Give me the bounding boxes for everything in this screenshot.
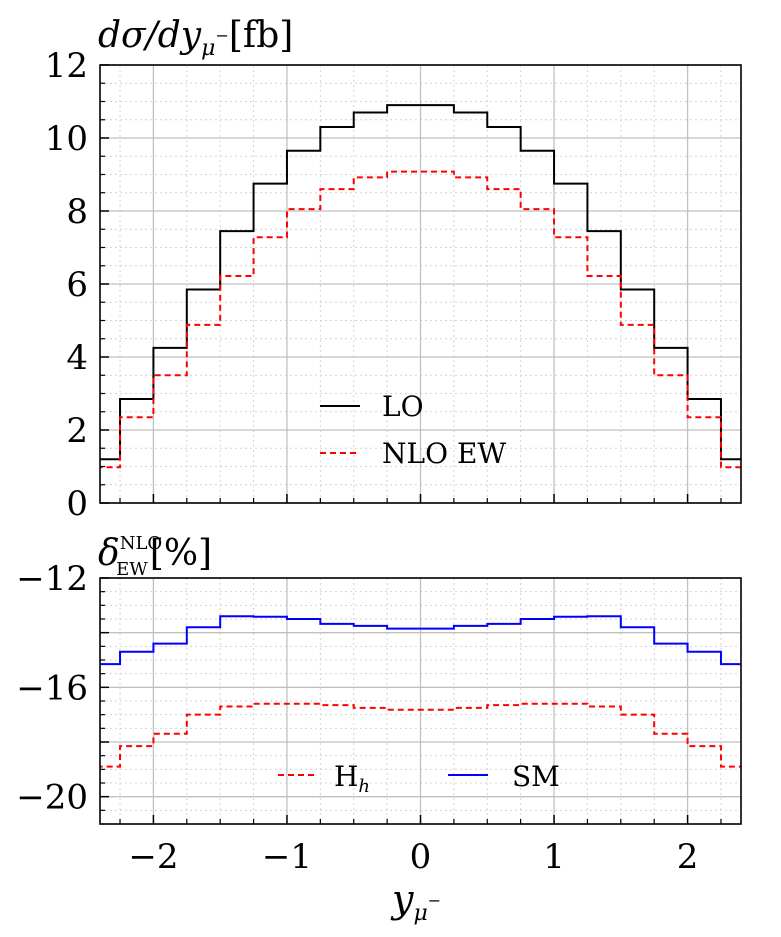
bottom-y-label: δNLO EW[%]	[98, 533, 212, 580]
bottom-legend: Hh SM	[278, 760, 560, 797]
x-tick-label: 2	[677, 837, 699, 877]
x-axis-label: yμ−	[390, 877, 441, 926]
series-nlo-ew-line	[100, 170, 741, 469]
x-tick-label: −2	[128, 837, 178, 877]
series-sm-line	[100, 615, 741, 666]
top-panel: 0 2 4 6 8 10 12 dσ/dyμ−[fb] LO NLO EW	[45, 15, 742, 524]
top-tick-labels: 0 2 4 6 8 10 12	[45, 46, 88, 524]
legend-lo-label: LO	[382, 390, 424, 423]
y-tick-label: 8	[66, 192, 88, 232]
y-tick-label: −16	[16, 668, 88, 708]
series-lo-line	[100, 104, 741, 461]
y-tick-label: 6	[66, 265, 88, 305]
series-h-line	[100, 702, 741, 768]
bottom-series	[100, 615, 741, 768]
legend-nlo-ew-label: NLO EW	[382, 437, 506, 470]
y-tick-label: 4	[66, 338, 88, 378]
y-tick-label: 2	[66, 411, 88, 451]
bottom-tick-labels: −2 −1 0 1 2 −12 −16 −20	[16, 559, 698, 877]
legend-sm-label: SM	[512, 760, 560, 793]
y-tick-label: 0	[66, 484, 88, 524]
top-y-label: dσ/dyμ−[fb]	[98, 15, 293, 61]
y-tick-label: 12	[45, 46, 88, 86]
y-tick-label: −12	[16, 559, 88, 599]
bottom-panel: −2 −1 0 1 2 −12 −16 −20 δNLO EW[%] Hh SM yμ−	[16, 533, 742, 926]
y-tick-label: −20	[16, 778, 88, 818]
x-tick-label: 1	[543, 837, 565, 877]
legend-hh-label: Hh	[334, 760, 370, 797]
x-tick-label: −1	[262, 837, 312, 877]
top-legend: LO NLO EW	[320, 390, 506, 470]
y-tick-label: 10	[45, 119, 88, 159]
x-tick-label: 0	[410, 837, 432, 877]
bottom-ticks	[100, 577, 722, 825]
top-ticks	[100, 64, 722, 504]
top-series	[100, 104, 741, 469]
